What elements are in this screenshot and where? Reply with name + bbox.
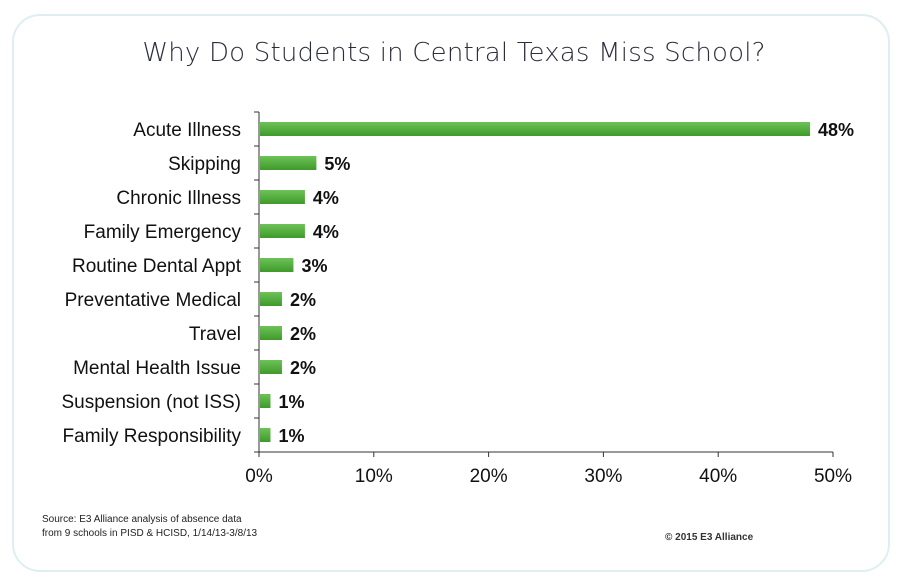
- bar: [260, 394, 271, 408]
- bar: [260, 326, 282, 340]
- value-label: 1%: [278, 426, 304, 446]
- chart-card: [12, 14, 890, 572]
- category-label: Skipping: [168, 154, 241, 175]
- bar: [260, 156, 317, 170]
- value-label: 4%: [313, 188, 339, 208]
- value-label: 2%: [290, 290, 316, 310]
- value-label: 48%: [818, 120, 854, 140]
- bar: [260, 428, 271, 442]
- category-label: Family Emergency: [84, 222, 242, 243]
- category-label: Preventative Medical: [65, 290, 241, 311]
- value-label: 4%: [313, 222, 339, 242]
- value-label: 3%: [301, 256, 327, 276]
- x-tick-label: 10%: [355, 466, 393, 487]
- category-label: Suspension (not ISS): [61, 392, 241, 413]
- value-label: 2%: [290, 358, 316, 378]
- value-label: 2%: [290, 324, 316, 344]
- category-label: Mental Health Issue: [73, 358, 241, 379]
- bar: [260, 224, 305, 238]
- x-tick-label: 30%: [584, 466, 622, 487]
- category-label: Family Responsibility: [63, 426, 242, 447]
- x-tick-label: 50%: [814, 466, 852, 487]
- x-tick-label: 40%: [699, 466, 737, 487]
- x-tick-label: 0%: [245, 466, 273, 487]
- source-line-1: Source: E3 Alliance analysis of absence …: [42, 514, 242, 525]
- copyright-notice: © 2015 E3 Alliance: [665, 532, 754, 543]
- bar: [260, 292, 282, 306]
- source-line-2: from 9 schools in PISD & HCISD, 1/14/13-…: [42, 528, 258, 539]
- category-label: Routine Dental Appt: [72, 256, 242, 277]
- bar: [260, 190, 305, 204]
- bar: [260, 122, 811, 136]
- category-label: Acute Illness: [133, 120, 241, 141]
- category-label: Travel: [189, 324, 241, 345]
- source-note: Source: E3 Alliance analysis of absence …: [42, 513, 257, 541]
- value-label: 5%: [324, 154, 350, 174]
- x-tick-label: 20%: [470, 466, 508, 487]
- bar: [260, 258, 294, 272]
- value-label: 1%: [278, 392, 304, 412]
- bar: [260, 360, 282, 374]
- chart-title: Why Do Students in Central Texas Miss Sc…: [142, 38, 766, 68]
- category-label: Chronic Illness: [116, 188, 241, 209]
